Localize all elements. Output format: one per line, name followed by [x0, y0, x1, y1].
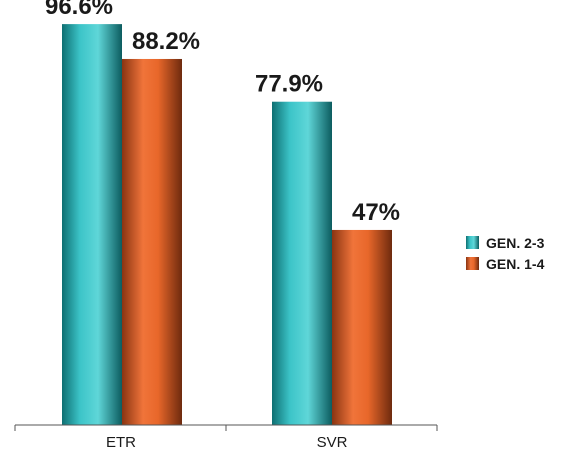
bar-etr-gen-1-4: [122, 58, 182, 425]
legend: GEN. 2-3 GEN. 1-4: [466, 235, 545, 272]
bar-svr-gen-1-4: [332, 229, 392, 425]
x-tick-label-etr: ETR: [106, 434, 136, 449]
data-label-etr-gen-2-3: 96.6%: [45, 0, 113, 20]
bar-etr-gen-2-3: [62, 24, 122, 426]
x-tick-label-svr: SVR: [317, 434, 348, 449]
data-label-etr-gen-1-4: 88.2%: [132, 28, 200, 55]
data-label-svr-gen-2-3: 77.9%: [255, 71, 323, 98]
legend-swatch-gen-1-4: [466, 257, 479, 270]
bars-layer: [62, 24, 392, 426]
legend-swatch-gen-2-3: [466, 236, 479, 249]
bar-svr-gen-2-3: [272, 101, 332, 425]
data-label-svr-gen-1-4: 47%: [352, 199, 400, 226]
legend-label-gen-2-3: GEN. 2-3: [486, 235, 545, 251]
legend-label-gen-1-4: GEN. 1-4: [486, 256, 545, 272]
data-labels-layer: 96.6% 88.2% 77.9% 47%: [45, 0, 400, 226]
